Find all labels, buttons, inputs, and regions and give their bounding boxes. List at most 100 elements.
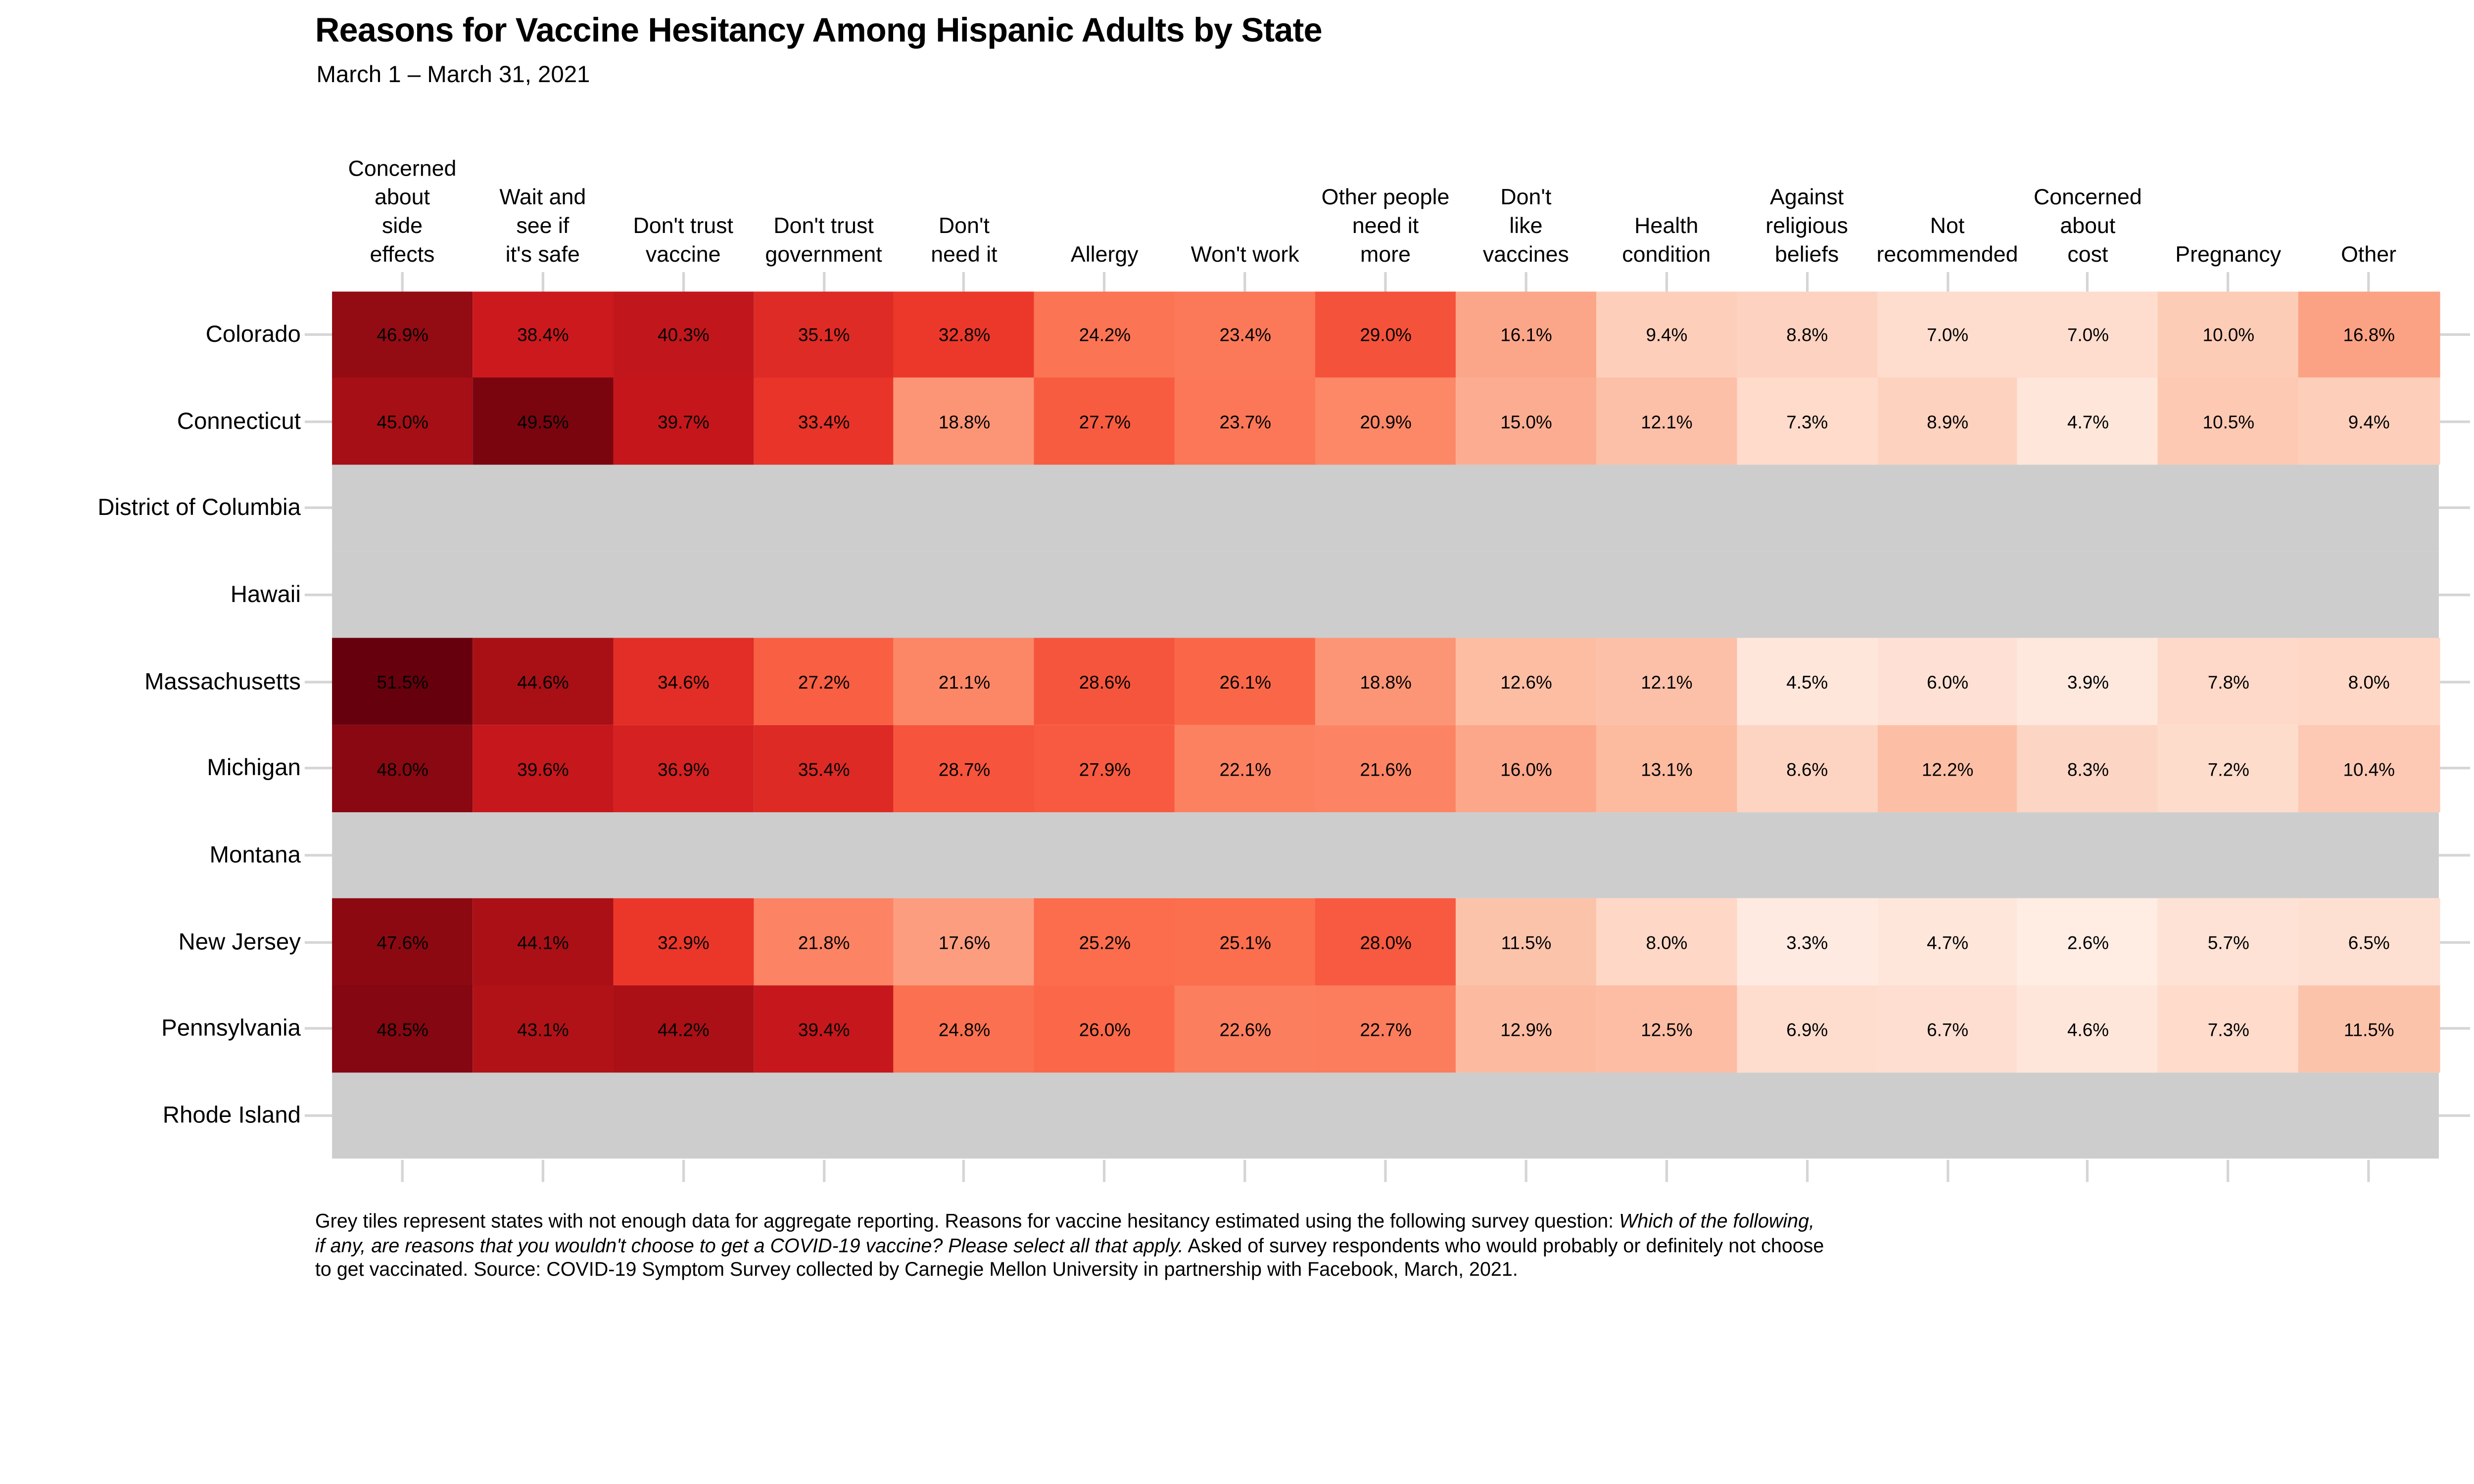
- axis-tick-bottom: [2227, 1159, 2230, 1182]
- heatmap-cell: 8.8%: [1736, 291, 1878, 378]
- axis-tick-top: [1665, 272, 1668, 291]
- cell-value: 32.8%: [938, 324, 991, 345]
- heatmap-cell: 34.6%: [613, 638, 754, 726]
- axis-tick-left: [304, 680, 333, 683]
- heatmap-cell: 9.4%: [1596, 291, 1738, 378]
- axis-tick-top: [822, 272, 825, 291]
- heatmap-cell: 17.6%: [894, 898, 1035, 986]
- row-label: Montana: [209, 841, 301, 868]
- heatmap-cell: 23.4%: [1175, 291, 1316, 378]
- axis-tick-bottom: [822, 1159, 825, 1182]
- heatmap-cell: 11.5%: [2298, 985, 2440, 1073]
- footnote-line: to get vaccinated. Source: COVID-19 Symp…: [315, 1259, 1824, 1283]
- no-data-row: [332, 464, 2439, 552]
- heatmap-cell: 16.0%: [1455, 725, 1597, 813]
- cell-value: 44.6%: [517, 671, 569, 693]
- cell-value: 25.1%: [1219, 932, 1272, 953]
- row-label: Rhode Island: [162, 1102, 301, 1128]
- column-header: Against religious beliefs: [1737, 184, 1877, 270]
- cell-value: 22.6%: [1219, 1019, 1272, 1040]
- heatmap-cell: 24.2%: [1034, 291, 1176, 378]
- cell-value: 26.0%: [1079, 1019, 1131, 1040]
- cell-value: 44.2%: [658, 1019, 710, 1040]
- heatmap-cell: 22.7%: [1315, 985, 1457, 1073]
- heatmap-cell: 6.5%: [2298, 898, 2440, 986]
- cell-value: 24.2%: [1079, 324, 1131, 345]
- cell-value: 8.6%: [1786, 758, 1828, 780]
- column-header-line: recommended: [1876, 242, 2018, 267]
- cell-value: 7.8%: [2207, 671, 2249, 693]
- cell-value: 25.2%: [1079, 932, 1131, 953]
- cell-value: 3.3%: [1786, 932, 1828, 953]
- column-header-line: Concerned: [2033, 185, 2142, 210]
- cell-value: 16.8%: [2343, 324, 2395, 345]
- column-header-line: vaccine: [645, 242, 721, 267]
- heatmap-cell: 3.9%: [2017, 638, 2159, 726]
- row-label: District of Columbia: [97, 494, 301, 520]
- heatmap-cell: 12.6%: [1455, 638, 1597, 726]
- heatmap-cell: 16.8%: [2298, 291, 2440, 378]
- heatmap-cell: 29.0%: [1315, 291, 1457, 378]
- column-header: Wait and see if it's safe: [473, 184, 613, 270]
- cell-value: 18.8%: [1360, 671, 1412, 693]
- column-header-line: Don't: [1500, 185, 1552, 210]
- cell-value: 45.0%: [377, 411, 428, 432]
- cell-value: 10.4%: [2343, 758, 2395, 780]
- cell-value: 43.1%: [517, 1019, 569, 1040]
- column-header: Don't trust government: [754, 212, 894, 270]
- column-header: Don't like vaccines: [1456, 184, 1596, 270]
- column-header: Allergy: [1034, 241, 1175, 270]
- heatmap-cell: 32.8%: [894, 291, 1035, 378]
- heatmap-cell: 20.9%: [1315, 377, 1457, 465]
- cell-value: 27.9%: [1079, 758, 1131, 780]
- heatmap-cell: 10.0%: [2158, 291, 2299, 378]
- no-data-row: [332, 551, 2439, 639]
- axis-tick-right: [2438, 940, 2471, 944]
- heatmap-cell: 12.1%: [1596, 638, 1738, 726]
- axis-tick-top: [682, 272, 685, 291]
- cell-value: 10.0%: [2202, 324, 2255, 345]
- heatmap-cell: 12.9%: [1455, 985, 1597, 1073]
- cell-value: 3.9%: [2067, 671, 2109, 693]
- heatmap-cell: 7.2%: [2158, 725, 2299, 813]
- axis-tick-right: [2438, 767, 2471, 770]
- heatmap-cell: 26.1%: [1175, 638, 1316, 726]
- heatmap-cell: 2.6%: [2017, 898, 2159, 986]
- cell-value: 7.3%: [2207, 1019, 2249, 1040]
- footnote-text: to get vaccinated. Source: COVID-19 Symp…: [315, 1259, 1518, 1281]
- heatmap-cell: 26.0%: [1034, 985, 1176, 1073]
- axis-tick-right: [2438, 854, 2471, 857]
- column-header-line: Other: [2341, 242, 2397, 267]
- column-header-line: Don't trust: [633, 213, 733, 238]
- column-header-line: religious: [1765, 213, 1848, 238]
- cell-value: 21.6%: [1360, 758, 1412, 780]
- cell-value: 4.7%: [1927, 932, 1969, 953]
- axis-tick-top: [541, 272, 544, 291]
- cell-value: 9.4%: [2348, 411, 2390, 432]
- heatmap-cell: 32.9%: [613, 898, 754, 986]
- axis-tick-top: [1806, 272, 1808, 291]
- heatmap-cell: 18.8%: [894, 377, 1035, 465]
- column-header-line: side: [381, 213, 423, 238]
- cell-value: 7.3%: [1786, 411, 1828, 432]
- column-header-line: Not: [1930, 213, 1965, 238]
- axis-tick-top: [962, 272, 966, 291]
- no-data-row: [332, 812, 2439, 899]
- cell-value: 2.6%: [2067, 932, 2109, 953]
- heatmap-cell: 12.5%: [1596, 985, 1738, 1073]
- cell-value: 22.1%: [1219, 758, 1272, 780]
- cell-value: 8.0%: [2348, 671, 2390, 693]
- axis-tick-bottom: [1946, 1159, 1949, 1182]
- cell-value: 12.1%: [1641, 671, 1693, 693]
- cell-value: 35.4%: [798, 758, 850, 780]
- row-label: New Jersey: [178, 928, 301, 955]
- cell-value: 24.8%: [938, 1019, 991, 1040]
- no-data-row: [332, 1072, 2439, 1159]
- heatmap-cell: 45.0%: [332, 377, 474, 465]
- heatmap-cell: 35.4%: [753, 725, 895, 813]
- cell-value: 12.5%: [1641, 1019, 1693, 1040]
- column-header-line: Allergy: [1070, 242, 1139, 267]
- axis-tick-bottom: [1103, 1159, 1106, 1182]
- cell-value: 47.6%: [377, 932, 428, 953]
- cell-value: 7.0%: [2067, 324, 2109, 345]
